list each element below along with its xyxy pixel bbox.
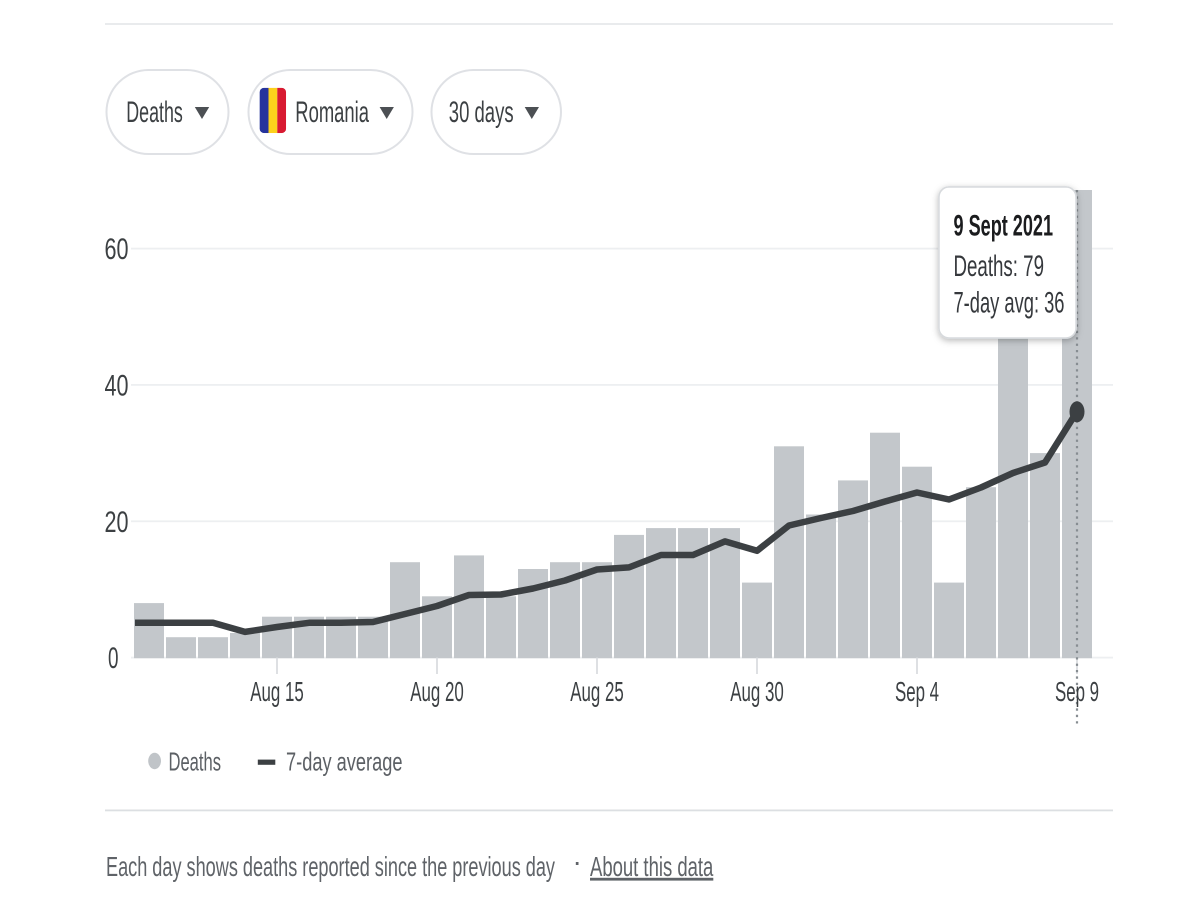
- svg-text:9 Sept 2021: 9 Sept 2021: [954, 209, 1054, 242]
- svg-text:Aug 30: Aug 30: [730, 676, 784, 707]
- svg-text:Deaths: Deaths: [169, 746, 222, 776]
- svg-text:20: 20: [105, 506, 129, 539]
- svg-text:7-day avg: 36: 7-day avg: 36: [954, 287, 1065, 320]
- svg-text:Deaths: Deaths: [126, 96, 183, 129]
- svg-text:30 days: 30 days: [449, 96, 514, 129]
- svg-text:40: 40: [105, 369, 129, 402]
- svg-text:Aug 20: Aug 20: [410, 676, 464, 707]
- svg-text:About this data: About this data: [590, 851, 714, 882]
- svg-text:·: ·: [573, 846, 582, 877]
- svg-text:Each day shows deaths reported: Each day shows deaths reported since the…: [106, 851, 555, 882]
- svg-text:60: 60: [105, 233, 129, 266]
- svg-text:Aug 25: Aug 25: [570, 676, 624, 707]
- svg-text:7-day average: 7-day average: [286, 746, 403, 776]
- svg-text:Sep 9: Sep 9: [1055, 676, 1099, 707]
- svg-text:Aug 15: Aug 15: [250, 676, 304, 707]
- svg-text:0: 0: [108, 642, 119, 675]
- svg-text:Sep 4: Sep 4: [895, 676, 939, 707]
- svg-text:Romania: Romania: [295, 96, 369, 129]
- svg-text:Deaths: 79: Deaths: 79: [954, 250, 1045, 283]
